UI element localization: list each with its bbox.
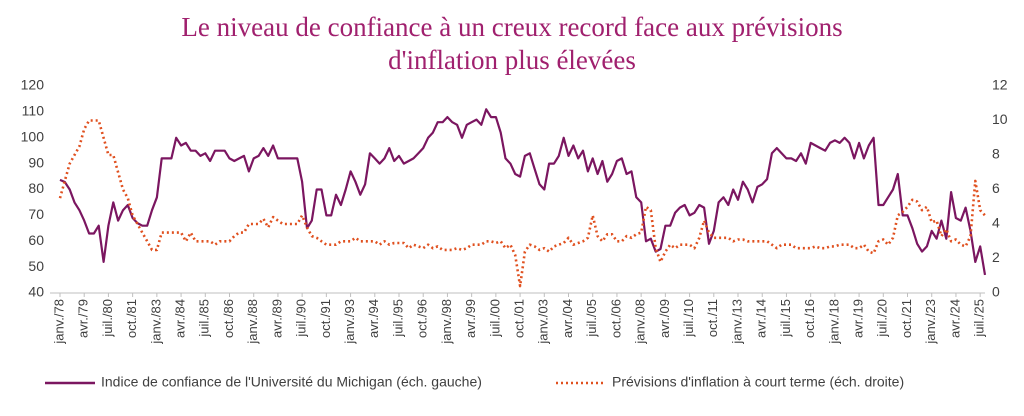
y-tick-label: 90 — [28, 154, 44, 170]
x-tick-label: juil./80 — [100, 299, 115, 338]
y2-tick-label: 12 — [992, 77, 1008, 93]
x-tick-label: juil./05 — [584, 299, 599, 338]
y-tick-label: 40 — [28, 284, 44, 300]
x-tick-label: avr./24 — [947, 299, 962, 338]
chart-title: Le niveau de confiance à un creux record… — [181, 12, 842, 42]
x-tick-label: janv./08 — [633, 299, 648, 345]
y-tick-label: 60 — [28, 232, 44, 248]
x-tick-label: avr./99 — [463, 299, 478, 338]
y-tick-label: 110 — [22, 103, 45, 119]
x-tick-label: janv./18 — [826, 299, 841, 345]
x-tick-label: janv./93 — [342, 299, 357, 345]
x-tick-label: juil./15 — [778, 299, 793, 338]
x-tick-label: oct./11 — [705, 299, 720, 337]
x-tick-label: janv./03 — [536, 299, 551, 345]
x-tick-label: juil./00 — [487, 299, 502, 338]
x-tick-label: janv./78 — [51, 299, 66, 345]
x-tick-label: juil./20 — [875, 299, 890, 338]
y-tick-label: 120 — [21, 77, 45, 93]
legend-label: Indice de confiance de l'Université du M… — [101, 374, 482, 390]
x-tick-label: oct./06 — [608, 299, 623, 338]
x-tick-label: avr./89 — [269, 299, 284, 338]
x-tick-label: janv./83 — [148, 299, 163, 345]
x-tick-label: janv./23 — [923, 299, 938, 345]
x-tick-label: avr./04 — [560, 299, 575, 338]
x-tick-label: oct./96 — [415, 299, 430, 338]
x-tick-label: oct./01 — [512, 299, 527, 338]
x-tick-label: avr./09 — [657, 299, 672, 338]
x-tick-label: oct./16 — [802, 299, 817, 338]
x-tick-label: juil./90 — [294, 299, 309, 338]
y2-tick-label: 10 — [992, 111, 1008, 127]
x-tick-label: janv./13 — [729, 299, 744, 345]
x-tick-label: juil./10 — [681, 299, 696, 338]
x-tick-label: avr./19 — [851, 299, 866, 338]
x-tick-label: avr./14 — [754, 299, 769, 338]
series-line — [58, 119, 986, 288]
y2-tick-label: 6 — [992, 180, 1000, 196]
x-tick-label: oct./21 — [899, 299, 914, 338]
x-tick-label: avr./79 — [76, 299, 91, 338]
x-tick-label: avr./94 — [366, 299, 381, 338]
x-tick-label: oct./81 — [124, 299, 139, 338]
series-line — [59, 108, 987, 276]
x-tick-label: avr./84 — [173, 299, 188, 338]
y-tick-label: 100 — [21, 128, 45, 144]
x-tick-label: janv./88 — [245, 299, 260, 345]
y2-tick-label: 4 — [992, 215, 1000, 231]
x-tick-label: oct./91 — [318, 299, 333, 338]
x-tick-label: oct./86 — [221, 299, 236, 338]
legend-label: Prévisions d'inflation à court terme (éc… — [612, 374, 904, 390]
y2-tick-label: 0 — [992, 284, 1000, 300]
x-tick-label: janv./98 — [439, 299, 454, 345]
x-tick-label: juil./95 — [390, 299, 405, 338]
y2-tick-label: 2 — [992, 249, 1000, 265]
y-tick-label: 70 — [28, 206, 44, 222]
x-tick-label: juil./85 — [197, 299, 212, 338]
y2-tick-label: 8 — [992, 146, 1000, 162]
chart-subtitle: d'inflation plus élevées — [388, 45, 636, 75]
y-tick-label: 50 — [28, 258, 44, 274]
y-tick-label: 80 — [28, 180, 44, 196]
x-tick-label: juil./25 — [972, 299, 987, 338]
